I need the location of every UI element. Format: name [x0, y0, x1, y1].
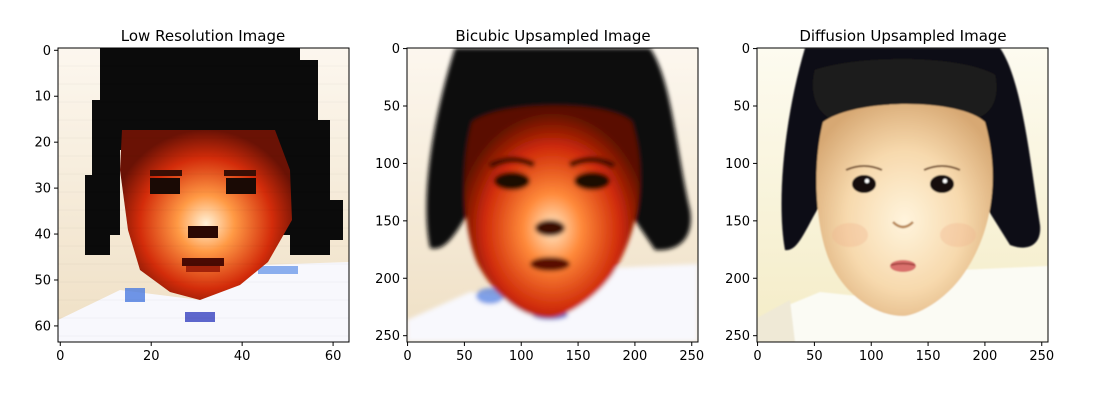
y-tick-label: 50 [383, 99, 400, 114]
x-tick-label: 200 [622, 349, 647, 364]
y-tick-label: 0 [742, 42, 750, 57]
y-tick-label: 0 [392, 42, 400, 57]
x-tick-label: 20 [143, 349, 160, 364]
y-tick-label: 30 [34, 182, 51, 197]
y-tick-label: 10 [34, 90, 51, 105]
x-tick-label: 150 [566, 349, 591, 364]
x-axis: 0 20 40 60 [56, 342, 341, 364]
x-tick-label: 50 [456, 349, 473, 364]
x-tick-label: 40 [234, 349, 251, 364]
image-frame [406, 47, 699, 343]
x-tick-label: 200 [972, 349, 997, 364]
y-tick-label: 200 [375, 272, 400, 287]
x-tick-label: 0 [753, 349, 761, 364]
x-tick-label: 100 [509, 349, 534, 364]
diffusion-image [757, 48, 1048, 342]
y-tick-label: 50 [34, 273, 51, 288]
panel-title: Low Resolution Image [121, 27, 285, 45]
y-tick-label: 0 [43, 44, 51, 59]
y-tick-label: 100 [725, 157, 750, 172]
panel-diffusion-upsampled: Diffusion Upsampled Image [725, 27, 1054, 364]
image-frame [57, 47, 350, 343]
x-axis: 0 50 100 150 200 250 [753, 342, 1054, 364]
image-frame [756, 47, 1049, 343]
panel-bicubic-upsampled: Bicubic Upsampled Image 0 50 100 150 200 250 … [375, 27, 704, 364]
y-tick-label: 250 [375, 329, 400, 344]
x-tick-label: 150 [916, 349, 941, 364]
y-tick-label: 250 [725, 329, 750, 344]
y-axis: 0 50 100 150 200 250 [375, 42, 407, 344]
x-tick-label: 100 [859, 349, 884, 364]
x-tick-label: 0 [403, 349, 411, 364]
panel-title: Diffusion Upsampled Image [799, 27, 1006, 45]
x-tick-label: 250 [1029, 349, 1054, 364]
y-tick-label: 40 [34, 228, 51, 243]
panel-title: Bicubic Upsampled Image [455, 27, 650, 45]
y-axis: 0 10 20 30 40 50 60 [34, 44, 58, 334]
y-tick-label: 150 [375, 214, 400, 229]
x-tick-label: 250 [679, 349, 704, 364]
y-tick-label: 200 [725, 272, 750, 287]
x-tick-label: 0 [56, 349, 64, 364]
y-tick-label: 60 [34, 319, 51, 334]
low-resolution-image [58, 48, 349, 342]
y-axis: 0 50 100 150 200 250 [725, 42, 757, 344]
y-tick-label: 50 [733, 99, 750, 114]
y-tick-label: 20 [34, 136, 51, 151]
y-tick-label: 100 [375, 157, 400, 172]
x-tick-label: 60 [325, 349, 342, 364]
x-tick-label: 50 [806, 349, 823, 364]
bicubic-image [407, 48, 698, 342]
panel-low-resolution: Low Resolution Image [34, 27, 350, 364]
x-axis: 0 50 100 150 200 250 [403, 342, 704, 364]
y-tick-label: 150 [725, 214, 750, 229]
